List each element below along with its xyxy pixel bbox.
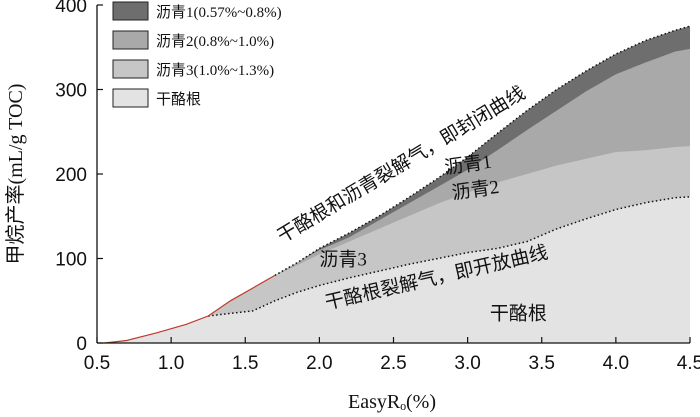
annotation-label: 干酪根 [490,302,547,324]
y-tick-label: 300 [55,81,87,102]
x-tick-label: 4.5 [677,353,700,374]
legend: 沥青1(0.57%~0.8%) 沥青2(0.8%~1.0%) 沥青3(1.0%~1.… [112,1,282,108]
x-axis-title: EasyRₒ(%) [348,391,436,413]
y-tick-label: 0 [76,334,87,355]
x-tick-label: 3.0 [454,353,480,374]
closed-curve-line [274,25,691,277]
x-tick-label: 3.5 [529,353,555,374]
y-tick-label: 100 [55,250,87,271]
y-axis-title: 甲烷产率(mL/g TOC) [4,84,27,265]
x-tick-label: 2.5 [380,353,406,374]
x-tick-label: 1.5 [232,353,258,374]
x-tick-label: 0.5 [84,353,110,374]
x-tick-label: 2.0 [306,353,332,374]
area-1 [104,196,690,343]
curve-outlines [104,25,691,344]
x-tick-label: 4.0 [603,353,629,374]
annotation-label: 沥青3 [319,248,367,270]
x-tick-label: 1.0 [158,353,184,374]
y-tick-label: 400 [55,0,87,17]
legend-swatch [112,59,149,79]
legend-label: 沥青2(0.8%~1.0%) [156,33,274,50]
open-curve-line [208,196,691,317]
legend-swatch [112,1,149,21]
legend-swatch [112,30,149,50]
y-tick-label: 200 [55,165,87,186]
legend-label: 沥青3(1.0%~1.3%) [156,62,274,79]
legend-swatch [112,88,149,108]
early-shared-curve [104,274,276,344]
area-layers [104,26,690,344]
tick-marks: 0.5 1.0 1.5 2.0 2.5 3.0 3.5 4.0 4.5 0 100 200 300 400 [55,0,700,374]
legend-label: 干酪根 [156,91,201,108]
legend-label: 沥青1(0.57%~0.8%) [156,4,282,21]
